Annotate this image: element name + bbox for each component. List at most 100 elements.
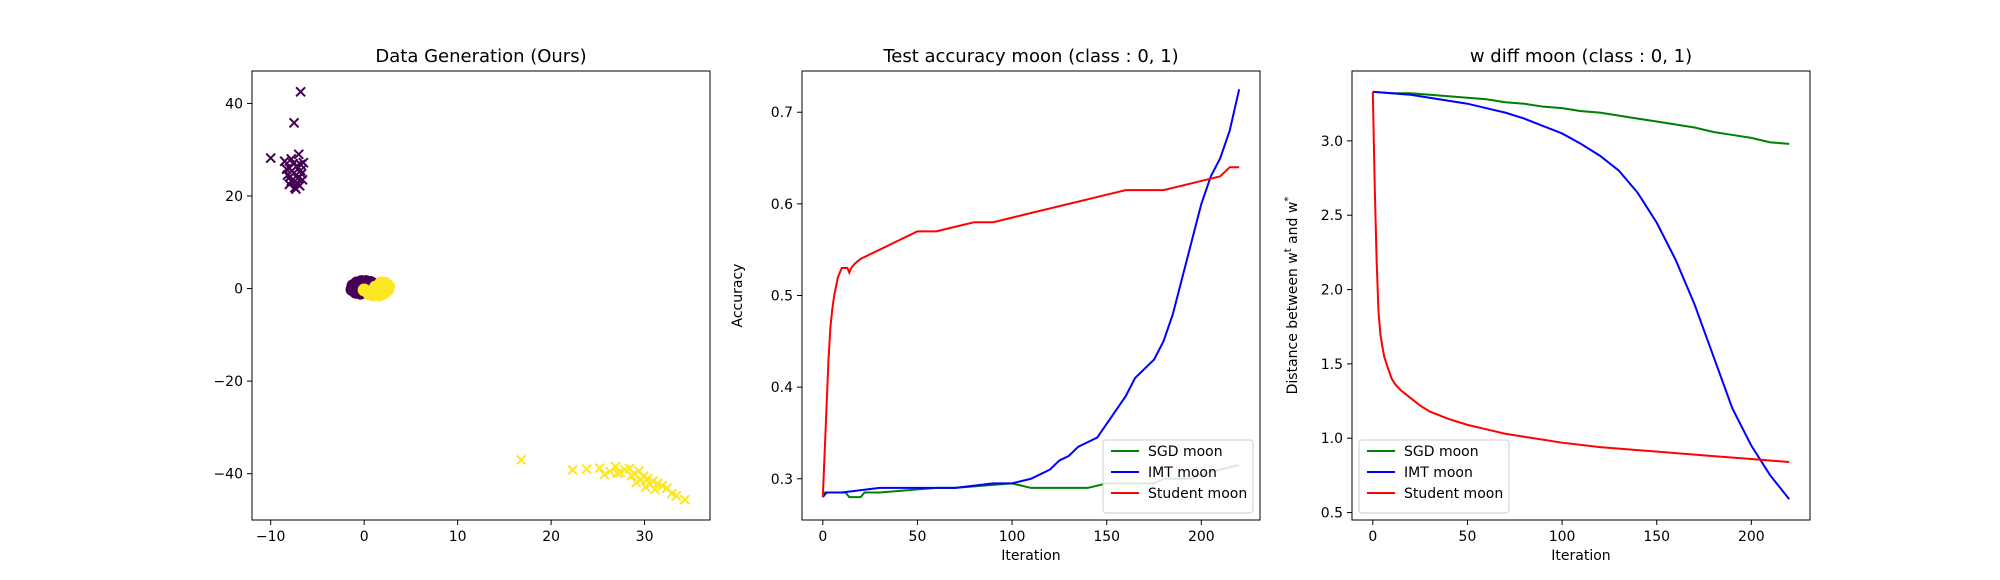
y-tick-label: 20 xyxy=(225,189,243,205)
legend-label: SGD moon xyxy=(1404,444,1479,460)
y-tick-label: 0.7 xyxy=(771,105,793,121)
x-tick-label: −10 xyxy=(256,529,286,545)
y-tick-label: −40 xyxy=(213,467,243,483)
y-tick-label: 0.4 xyxy=(771,380,793,396)
x-tick-label: 150 xyxy=(1093,529,1120,545)
scatter-point-x xyxy=(635,474,647,485)
y-tick-label: 40 xyxy=(225,96,243,112)
scatter-point-x xyxy=(679,494,690,505)
scatter-x-stroke xyxy=(295,86,306,98)
x-tick-label: 100 xyxy=(1549,529,1576,545)
scatter-x-stroke xyxy=(679,494,690,505)
legend-label: SGD moon xyxy=(1148,444,1223,460)
x-tick-label: 50 xyxy=(1459,529,1477,545)
y-tick-label: −20 xyxy=(213,374,243,390)
legend-label: IMT moon xyxy=(1148,465,1217,481)
y-axis-label: Accuracy xyxy=(730,264,746,328)
scatter-x-stroke xyxy=(281,163,292,175)
subplot-3: w diff moon (class : 0, 1) 0 50 100 150 200 0.… xyxy=(1283,46,1811,564)
scatter-point-x xyxy=(612,468,623,479)
y-tick-label: 0.5 xyxy=(771,289,793,305)
scatter-x-stroke xyxy=(615,467,626,478)
scatter-point-x xyxy=(649,484,661,495)
scatter-point-x xyxy=(285,171,296,182)
y-tick-label: 2.0 xyxy=(1321,283,1343,299)
scatter-x-stroke xyxy=(286,153,297,165)
scatter-x-stroke xyxy=(671,490,682,502)
plot-title: Data Generation (Ours) xyxy=(375,46,586,67)
scatter-x-stroke xyxy=(279,156,290,167)
x-tick-label: 20 xyxy=(542,529,560,545)
series-line-1 xyxy=(1372,90,1790,145)
x-tick-label: 50 xyxy=(909,529,927,545)
scatter-x-stroke xyxy=(599,469,610,480)
scatter-point-x xyxy=(293,149,304,160)
y-axis-label-mid: and w xyxy=(1285,202,1301,249)
scatter-point-x xyxy=(626,470,637,481)
legend-label: IMT moon xyxy=(1404,465,1473,481)
legend-label: Student moon xyxy=(1404,486,1503,502)
legend-box xyxy=(1102,439,1254,514)
plot-area xyxy=(1371,90,1790,500)
y-axis-label-main: Accuracy xyxy=(730,264,746,328)
x-tick-label: 100 xyxy=(999,529,1026,545)
y-tick-label: 1.5 xyxy=(1321,357,1343,373)
scatter-x-stroke xyxy=(652,478,663,489)
scatter-x-stroke xyxy=(635,474,647,485)
y-tick-label: 0 xyxy=(234,282,243,298)
scatter-x-stroke xyxy=(290,183,302,195)
scatter-point-x xyxy=(292,173,304,184)
y-tick-label: 0.3 xyxy=(771,472,793,488)
series-line-2 xyxy=(1372,90,1790,500)
plot-frame xyxy=(1351,70,1811,521)
scatter-x-stroke xyxy=(661,482,673,494)
scatter-point-x xyxy=(515,454,527,466)
y-tick-label: 1.0 xyxy=(1321,431,1343,447)
plot-area xyxy=(265,86,690,505)
legend: SGD moon IMT moon Student moon xyxy=(1358,439,1510,514)
scatter-x-stroke xyxy=(581,463,592,475)
scatter-point-x xyxy=(265,152,276,164)
scatter-x-stroke xyxy=(666,488,677,499)
scatter-point-x xyxy=(581,463,592,475)
scatter-x-stroke xyxy=(642,473,653,485)
scatter-point-x xyxy=(567,464,578,476)
scatter-x-stroke xyxy=(647,475,659,487)
legend: SGD moon IMT moon Student moon xyxy=(1102,439,1254,514)
scatter-x-stroke xyxy=(630,477,642,488)
x-tick-label: 0 xyxy=(360,529,369,545)
scatter-x-stroke xyxy=(285,171,296,182)
scatter-x-stroke xyxy=(649,484,661,495)
plot-title: w diff moon (class : 0, 1) xyxy=(1470,46,1692,67)
x-tick-label: 10 xyxy=(449,529,467,545)
legend-box xyxy=(1358,439,1510,514)
series-line-3 xyxy=(821,166,1240,498)
y-axis-label: Distance between wt and w* xyxy=(1283,197,1301,395)
scatter-point-x xyxy=(640,481,651,493)
y-tick-label: 0.5 xyxy=(1321,506,1343,522)
scatter-point-x xyxy=(599,469,610,480)
scatter-point-x xyxy=(594,462,605,474)
plot-frame xyxy=(251,70,711,521)
x-tick-label: 0 xyxy=(818,529,827,545)
y-axis-label-sup: * xyxy=(1283,197,1294,202)
x-axis-label: Iteration xyxy=(1551,548,1610,564)
scatter-point-x xyxy=(288,117,300,129)
legend-label: Student moon xyxy=(1148,486,1247,502)
x-tick-label: 200 xyxy=(1188,529,1215,545)
scatter-point-x xyxy=(281,163,292,175)
scatter-point-x xyxy=(290,183,302,195)
subplot-1: Data Generation (Ours) −10 0 10 20 30 −40 −20 0 2… xyxy=(213,46,711,545)
scatter-point-x xyxy=(630,477,642,488)
scatter-x-stroke xyxy=(293,149,304,160)
scatter-x-stroke xyxy=(612,468,623,479)
scatter-point-x xyxy=(295,86,306,98)
subplot-2: Test accuracy moon (class : 0, 1) 0 50 100 1… xyxy=(730,46,1261,564)
y-tick-label: 2.5 xyxy=(1321,208,1343,224)
scatter-x-stroke xyxy=(284,179,295,190)
scatter-x-stroke xyxy=(629,468,640,480)
series-line-3 xyxy=(1371,91,1790,464)
series-line-2 xyxy=(822,89,1241,498)
scatter-point-dot xyxy=(373,282,387,296)
